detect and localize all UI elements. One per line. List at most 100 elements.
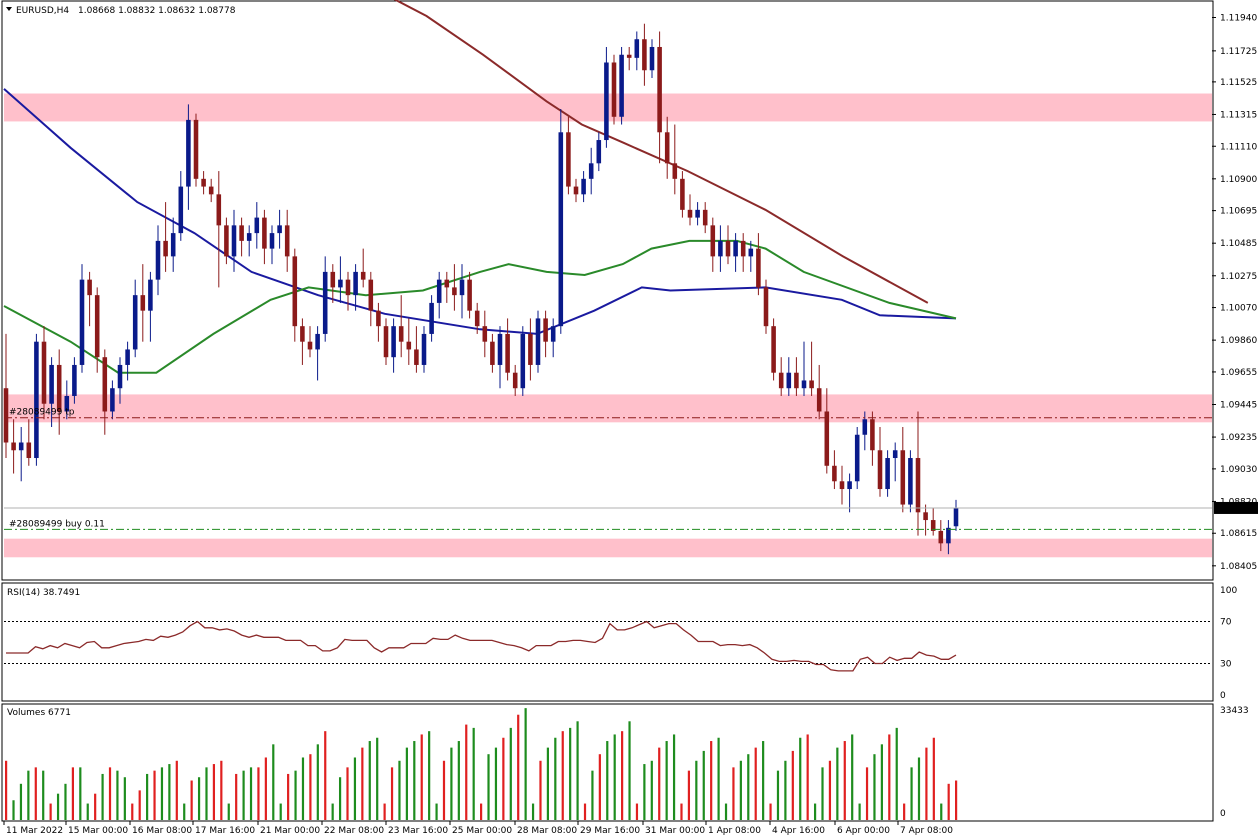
candle: [680, 171, 685, 218]
candle-body: [528, 333, 533, 365]
volume-bar: [598, 754, 601, 820]
volume-bar: [287, 773, 290, 820]
candle-body: [94, 295, 100, 358]
candle-body: [794, 372, 799, 389]
candle-body: [619, 54, 624, 117]
candle: [528, 318, 533, 381]
candle: [581, 171, 586, 203]
zone-3: [4, 538, 1212, 558]
candle-body: [338, 279, 343, 288]
candle: [763, 279, 769, 334]
candle: [117, 357, 123, 404]
candle-body: [11, 442, 16, 451]
price-tick-label: 1.10900: [1220, 175, 1257, 185]
candle-body: [809, 380, 814, 389]
volume-bar: [153, 770, 156, 820]
volume-bar: [955, 780, 958, 820]
volume-bar: [687, 770, 691, 820]
candle: [34, 333, 39, 466]
candle-body: [497, 333, 503, 365]
volume-bar: [472, 727, 475, 820]
price-tick-label: 1.11725: [1220, 47, 1257, 57]
volume-bar: [680, 803, 683, 820]
candle: [900, 426, 906, 513]
candle: [588, 147, 594, 195]
candle: [376, 302, 381, 342]
candle: [163, 202, 168, 272]
volume-bar: [101, 773, 104, 820]
chart-symbol: EURUSD,H4: [16, 6, 69, 16]
candle-body: [535, 318, 541, 365]
candle-body: [756, 248, 761, 288]
volume-bar: [168, 764, 171, 820]
candle-body: [414, 349, 419, 365]
candle: [657, 31, 662, 164]
candle: [923, 504, 928, 536]
candle-body: [163, 240, 168, 257]
candle-body: [748, 248, 754, 257]
volume-bar: [86, 803, 89, 820]
candle-body: [558, 132, 564, 327]
candle-body: [816, 388, 822, 412]
price-tick-label: 1.10695: [1220, 207, 1257, 217]
volume-bar: [717, 737, 720, 820]
volume-bar: [64, 783, 67, 820]
candle-body: [482, 326, 488, 342]
candle: [155, 225, 161, 296]
candle: [604, 46, 609, 148]
volume-bar: [279, 803, 282, 820]
volume-bar: [56, 793, 60, 820]
candle-body: [611, 62, 617, 117]
candle: [505, 318, 510, 381]
candle: [748, 240, 754, 272]
candle-body: [467, 279, 472, 311]
candle: [870, 411, 875, 466]
volume-bar: [131, 803, 134, 820]
time-tick-label: 23 Mar 16:00: [388, 826, 448, 836]
candle-body: [110, 388, 115, 412]
candle-body: [436, 279, 442, 303]
volume-bar: [183, 803, 186, 820]
volume-bar: [413, 741, 416, 820]
candle: [946, 520, 951, 555]
volume-tick-label: 33433: [1220, 706, 1249, 716]
ma-slow-line: [393, 0, 929, 304]
candle: [725, 225, 731, 265]
candle: [824, 388, 830, 474]
volume-bar: [197, 777, 201, 820]
volume-bar: [903, 803, 906, 820]
collapse-triangle-icon[interactable]: [6, 7, 12, 11]
candle-body: [322, 271, 328, 334]
candle: [338, 256, 343, 303]
candle: [467, 271, 472, 319]
candle: [474, 302, 480, 334]
time-tick-label: 25 Mar 00:00: [452, 826, 512, 836]
rsi-pane-frame: [1, 582, 1214, 702]
candle: [444, 271, 450, 303]
volume-bar: [762, 741, 765, 820]
volume-bar: [116, 770, 119, 820]
volume-bar: [658, 747, 661, 820]
candle: [132, 279, 138, 358]
price-tick-label: 1.08615: [1220, 529, 1257, 539]
volume-bar: [925, 747, 928, 820]
volume-tick-label: 0: [1220, 809, 1226, 819]
price-tick-label: 1.11110: [1220, 142, 1257, 152]
candle-body: [725, 240, 731, 257]
candle: [18, 426, 24, 482]
candle: [186, 104, 191, 210]
candle-body: [125, 349, 130, 365]
candle-body: [284, 225, 290, 257]
candle-body: [892, 450, 898, 459]
candle-body: [307, 341, 313, 350]
candle: [915, 411, 921, 536]
candle-body: [383, 326, 389, 358]
candle: [778, 357, 784, 396]
candle: [254, 202, 260, 249]
candle-body: [672, 163, 678, 179]
price-tick-label: 1.10275: [1220, 272, 1257, 282]
volume-bar: [613, 734, 616, 820]
candle: [72, 357, 77, 404]
candle-body: [208, 186, 214, 195]
